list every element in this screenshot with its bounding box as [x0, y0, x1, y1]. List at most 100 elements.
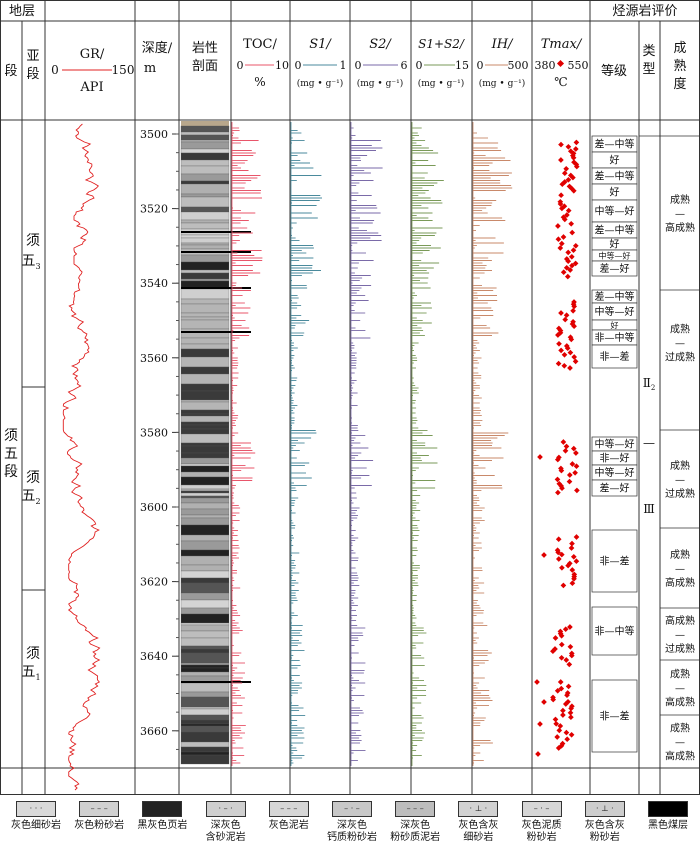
legend-swatch: – – –	[268, 801, 309, 817]
lith-bed	[180, 298, 230, 305]
gr-curve	[62, 123, 101, 791]
toc-unit: %	[254, 75, 265, 89]
legend-label: 灰色含灰	[584, 820, 625, 831]
maturity-column: 成熟—高成熟成熟—过成熟成熟—过成熟成熟—高成熟高成熟—过成熟成熟—高成熟成熟—…	[639, 135, 700, 763]
lith-bed	[180, 599, 230, 609]
maturity-label: 高成熟	[665, 750, 695, 763]
tmax-point	[565, 176, 572, 183]
lith-bed	[180, 682, 230, 693]
grade-label: 差—中等	[595, 138, 635, 151]
grade-label: 好	[611, 320, 619, 330]
coal-seam	[181, 287, 251, 289]
lith-bed	[180, 319, 230, 330]
tmax-point	[562, 316, 569, 323]
lith-bed	[180, 328, 230, 339]
subsection-x53-b: 五3	[21, 253, 40, 271]
tmax-point	[558, 157, 564, 163]
legend-swatch	[142, 801, 183, 817]
subsection-x53: 须	[26, 233, 40, 249]
grade-label: 差—好	[600, 482, 630, 495]
legend-label: 灰色细砂岩	[11, 820, 61, 831]
lith-bed	[180, 622, 230, 626]
maturity-label: 成熟	[670, 722, 690, 735]
lith-bed	[180, 131, 230, 136]
legend-swatch: · ⊥ ·	[458, 801, 499, 817]
section-name-3: 段	[4, 464, 18, 480]
grade-cell	[591, 606, 638, 656]
lith-bed	[180, 399, 230, 403]
legend-label-line2: 粉砂岩	[526, 832, 557, 843]
tmax-point	[566, 661, 573, 668]
grade-cell	[591, 479, 638, 497]
gr-unit: API	[79, 80, 103, 95]
tmax-scale-marker	[556, 59, 565, 68]
tmax-point	[558, 654, 565, 661]
tmax-point	[572, 469, 578, 476]
depth-label-3500: 3500	[140, 128, 168, 141]
depth-title: 深度/	[142, 40, 173, 56]
tmax-point	[565, 683, 572, 690]
tmax-point	[569, 540, 575, 547]
tmax-point	[555, 745, 562, 751]
lith-bed	[180, 508, 230, 516]
tmax-point	[555, 536, 562, 543]
well-log-diagram: 地层 烃源岩评价 段 亚 段 GR/ API 0 150 深度/ m 岩性 剖面…	[0, 0, 700, 795]
lith-title-1: 岩性	[192, 41, 218, 56]
tmax-point	[558, 310, 564, 316]
tmax-point	[559, 485, 565, 492]
lith-bed	[180, 383, 230, 392]
tmax-point	[563, 657, 570, 663]
ih-title: IH/	[491, 37, 514, 52]
grade-label: 非—中等	[595, 625, 635, 638]
lith-bed	[180, 517, 230, 526]
lith-bed	[180, 390, 230, 401]
lith-bed	[180, 624, 230, 632]
lith-bed	[180, 442, 230, 447]
lith-bed	[180, 244, 230, 250]
depth-label-3600: 3600	[140, 501, 168, 514]
type-label-mid: —	[643, 436, 655, 450]
maturity-label: 高成熟	[665, 221, 695, 234]
tmax-point	[554, 476, 561, 483]
lith-bed	[180, 415, 230, 423]
lith-bed	[180, 582, 230, 594]
tmax-point	[565, 562, 571, 569]
grade-label: 非—差	[600, 710, 630, 723]
tmax-point	[572, 260, 579, 267]
tmax-point	[565, 207, 572, 214]
tmax-point	[563, 443, 570, 450]
tmax-max: 550	[568, 59, 589, 72]
tmax-point	[568, 545, 575, 551]
tmax-point	[574, 487, 580, 494]
tmax-point	[569, 229, 576, 236]
tmax-point	[563, 729, 570, 736]
legend-swatch	[648, 801, 688, 817]
s1-title: S1/	[309, 37, 332, 52]
tmax-point	[567, 349, 574, 356]
s12-title: S1+S2/	[418, 37, 466, 51]
lith-bed	[180, 237, 230, 244]
subsection-header-2: 段	[26, 67, 39, 82]
tmax-point	[569, 580, 576, 587]
tmax-point	[552, 635, 559, 641]
s2-title: S2/	[369, 37, 392, 52]
lith-bed	[180, 303, 230, 314]
lith-bed	[180, 278, 230, 282]
type-label-top: Ⅱ2	[643, 376, 656, 392]
toc-title: TOC/	[243, 37, 277, 52]
tmax-point	[555, 549, 562, 556]
lithology-column	[180, 121, 251, 765]
lith-bed	[180, 706, 230, 710]
tmax-point	[537, 454, 543, 460]
lith-bed	[180, 445, 230, 454]
lith-bed	[180, 211, 230, 221]
grade-cell	[591, 529, 638, 593]
tmax-point	[571, 323, 577, 330]
tmax-point	[558, 141, 564, 148]
grade-label: 好	[610, 187, 620, 199]
lith-bed	[180, 312, 230, 318]
grade-column: 差—中等好差—中等好中等—好差—中等好中等—好差—好差—中等中等—好好非—中等非…	[591, 135, 638, 753]
tmax-point	[559, 564, 565, 571]
tmax-point	[557, 723, 564, 729]
lith-bed	[180, 725, 230, 733]
